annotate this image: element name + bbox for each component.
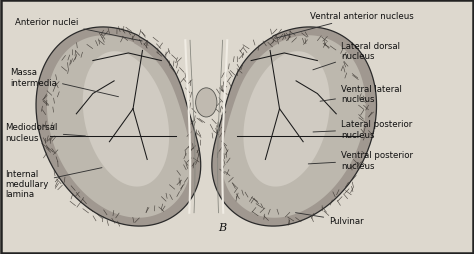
Text: Anterior nuclei: Anterior nuclei [15, 18, 142, 42]
Polygon shape [244, 52, 330, 187]
Text: Lateral posterior
nucleus: Lateral posterior nucleus [313, 120, 412, 139]
Text: Ventral posterior
nucleus: Ventral posterior nucleus [308, 151, 413, 170]
Text: Lateral dorsal
nucleus: Lateral dorsal nucleus [313, 42, 400, 71]
Ellipse shape [196, 88, 217, 118]
Text: Ventral lateral
nucleus: Ventral lateral nucleus [320, 85, 402, 104]
Text: Ventral anterior nucleus: Ventral anterior nucleus [275, 12, 414, 39]
Text: B: B [218, 222, 226, 232]
Text: Massa
intermedia: Massa intermedia [10, 68, 118, 97]
Text: Pulvinar: Pulvinar [295, 213, 364, 226]
Text: Mediodorsal
nucleus: Mediodorsal nucleus [5, 123, 85, 142]
Text: Internal
medullary
lamina: Internal medullary lamina [5, 168, 102, 199]
Polygon shape [212, 28, 376, 226]
Polygon shape [47, 36, 191, 218]
Polygon shape [221, 36, 365, 218]
Polygon shape [83, 52, 169, 187]
Polygon shape [36, 28, 201, 226]
